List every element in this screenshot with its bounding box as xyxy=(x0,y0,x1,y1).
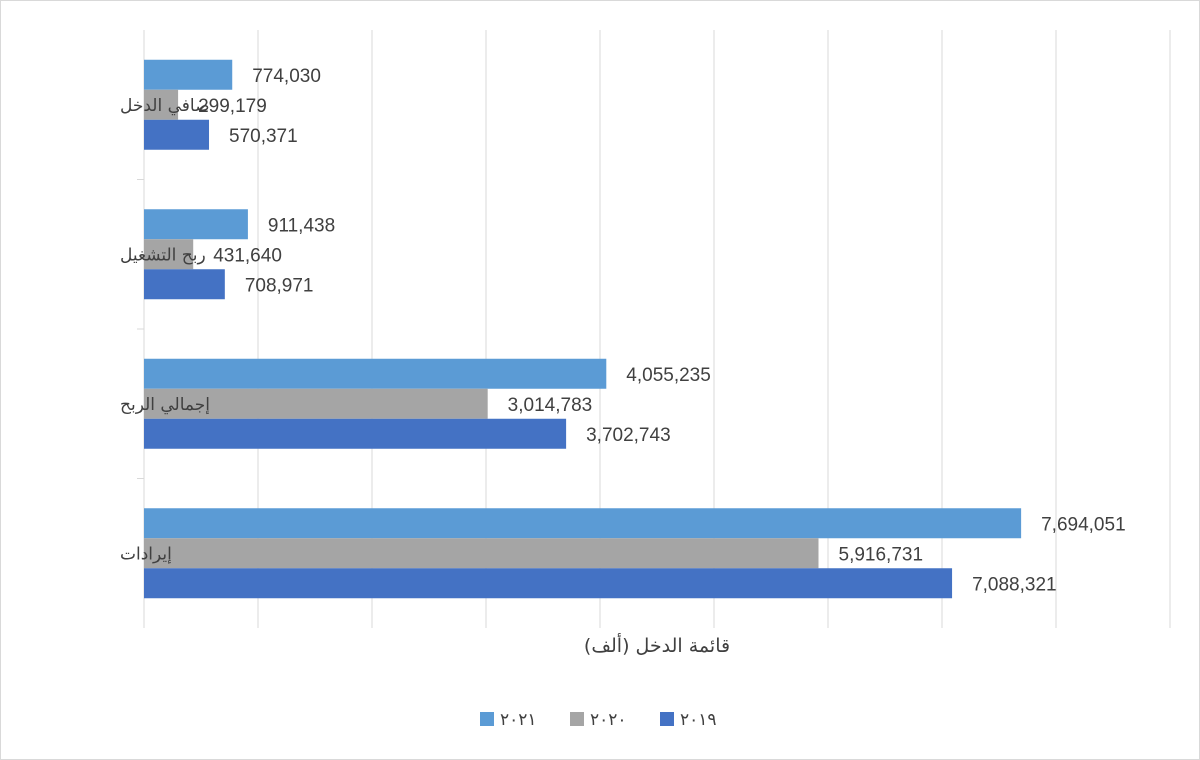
data-label: 7,694,051 xyxy=(1041,514,1126,535)
data-label: 7,088,321 xyxy=(972,574,1057,595)
bar xyxy=(144,418,567,449)
data-label: 3,014,783 xyxy=(508,395,593,416)
data-label: 911,438 xyxy=(268,215,335,236)
bar xyxy=(144,508,1022,539)
data-label: 4,055,235 xyxy=(626,365,711,386)
legend-label: ٢٠٢٠ xyxy=(590,710,627,730)
data-label: 570,371 xyxy=(229,126,298,147)
category-label: إيرادات xyxy=(120,544,172,564)
bar xyxy=(144,239,194,270)
legend: ٢٠٢١ ٢٠٢٠ ٢٠١٩ xyxy=(480,710,717,730)
bar xyxy=(144,388,488,419)
data-label: 3,702,743 xyxy=(586,425,671,446)
data-label: 431,640 xyxy=(213,245,282,266)
category-label: صافي الدخل xyxy=(120,96,210,116)
data-label: 774,030 xyxy=(252,66,321,87)
data-label: 299,179 xyxy=(198,96,267,117)
category-label: ربح التشغيل xyxy=(120,245,206,265)
legend-label: ٢٠١٩ xyxy=(680,710,717,730)
data-label: 708,971 xyxy=(245,275,314,296)
bar xyxy=(144,119,210,150)
bar xyxy=(144,209,248,240)
legend-swatch xyxy=(570,712,584,726)
bars xyxy=(144,59,1022,599)
data-label: 5,916,731 xyxy=(839,544,924,565)
bar xyxy=(144,568,953,599)
bar xyxy=(144,538,819,569)
category-labels: صافي الدخل ربح التشغيل إجمالي الربح إيرادات xyxy=(120,96,210,565)
bar xyxy=(144,269,225,300)
x-axis-title: قائمة الدخل (ألف) xyxy=(584,633,730,657)
value-labels: 774,030 299,179 570,371 911,438 431,640 708,9… xyxy=(198,66,1126,596)
bar xyxy=(144,358,607,389)
legend-label: ٢٠٢١ xyxy=(500,710,537,730)
bar xyxy=(144,59,233,90)
legend-swatch xyxy=(480,712,494,726)
bar xyxy=(144,89,179,120)
legend-swatch xyxy=(660,712,674,726)
category-label: إجمالي الربح xyxy=(120,395,210,415)
